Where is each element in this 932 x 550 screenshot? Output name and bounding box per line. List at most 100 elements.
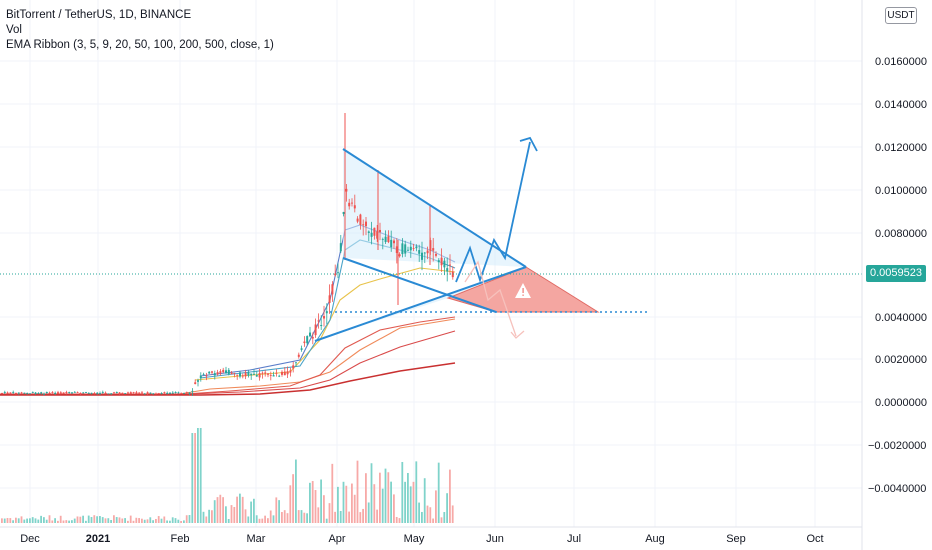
candle-body [303,341,306,344]
candle-body [48,392,51,394]
candle-body [166,392,169,394]
volume-bar [185,515,188,523]
candle-body [1,392,3,394]
volume-bar [99,516,101,523]
volume-bar [311,481,314,523]
candle-body [325,311,328,314]
volume-bar [255,515,258,523]
x-tick: Jun [486,533,504,545]
candle-body [278,375,281,377]
candle-body [264,372,267,374]
volume-bar [29,518,31,523]
candle-body [423,252,426,254]
candle-body [96,392,99,394]
candle-body [219,371,222,374]
candle-body [440,257,443,266]
currency-button[interactable]: USDT [885,7,917,24]
volume-bar [76,516,79,523]
candle-body [23,392,26,394]
candle-body [71,392,73,394]
volume-bar [143,519,146,523]
volume-bar [233,506,236,523]
price-candles [1,113,454,396]
candle-body [65,392,68,394]
ema-indicator-label[interactable]: EMA Ribbon (3, 5, 9, 20, 50, 100, 200, 5… [6,39,274,51]
volume-bar [188,515,191,523]
volume-bar [323,495,325,523]
candle-body [146,392,149,394]
candle-body [202,374,205,376]
volume-bar [71,520,73,523]
x-tick: 2021 [86,533,110,545]
volume-bar [183,520,185,523]
candle-body [255,375,258,377]
volume-bar [129,515,132,523]
volume-bar [202,511,205,523]
candle-body [79,392,82,394]
candle-body [138,392,141,394]
volume-bar [23,519,26,523]
candle-body [379,229,381,233]
volume-bar [412,481,415,523]
volume-bar [9,518,12,523]
volume-bar [253,498,255,523]
symbol-title[interactable]: BitTorrent / TetherUS, 1D, BINANCE [6,9,192,21]
volume-bar [269,510,272,523]
candle-body [244,372,247,377]
candle-body [225,370,227,374]
volume-bar [227,518,230,523]
volume-bar [163,516,166,523]
candle-body [37,392,40,394]
last-price-tag: 0.0059523 [866,265,926,282]
volume-bar [62,520,65,523]
volume-bar [219,494,222,523]
candle-body [101,392,104,393]
volume-bar [138,518,140,523]
candle-body [222,369,225,373]
volume-bar [292,474,294,523]
volume-bar [169,520,171,523]
volume-bar [68,520,70,523]
volume-bar [155,518,157,523]
candle-body [297,354,300,357]
candle-body [233,372,236,374]
candle-body [6,392,9,394]
volume-bar [390,481,392,523]
volume-bar [446,493,448,523]
volume-bar [429,507,432,523]
candle-body [199,375,202,379]
volume-bar [435,490,437,523]
volume-bar [407,472,409,523]
y-tick: 0.0040000 [875,312,927,324]
candle-body [390,239,393,248]
candle-body [247,372,250,376]
candle-body [250,373,253,376]
candle-body [17,392,20,394]
volume-bar [174,518,177,523]
volume-bar [286,513,289,523]
x-tick: Oct [806,533,823,545]
candle-body [90,392,93,394]
x-tick: May [404,533,425,545]
volume-bar [306,513,308,523]
volume-bar [337,486,339,523]
candle-body [118,392,121,394]
candle-body [283,371,286,376]
volume-indicator-label[interactable]: Vol [6,24,22,36]
volume-bar [40,515,42,523]
candle-body [421,252,423,260]
volume-bar [199,428,202,523]
candle-body [331,284,334,295]
candle-body [29,393,31,395]
volume-bar [281,512,283,523]
candle-body [367,231,370,233]
candle-body [20,392,23,394]
volume-bar [379,472,381,523]
candle-body [62,392,65,394]
candle-body [435,254,437,256]
candle-body [353,205,356,209]
volume-bar [110,519,112,523]
y-tick: −0.0040000 [868,483,926,495]
volume-bar [331,463,334,523]
